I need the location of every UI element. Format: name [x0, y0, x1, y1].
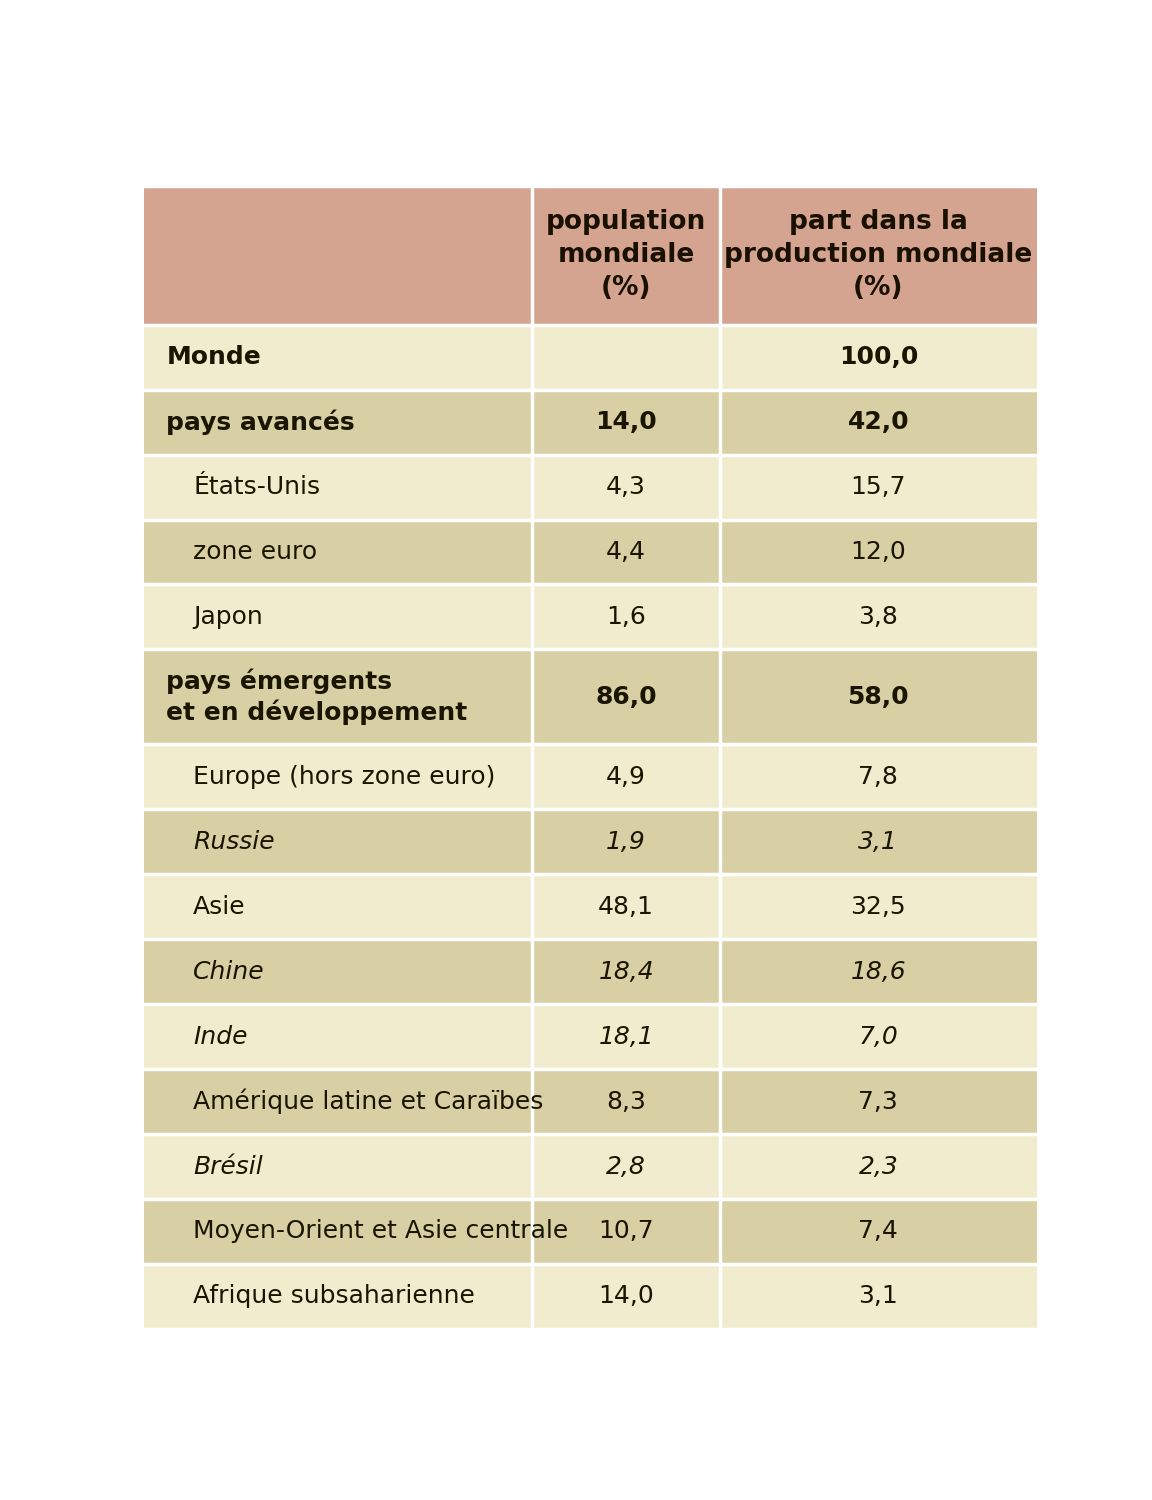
Text: 3,8: 3,8: [858, 604, 899, 628]
Text: 3,1: 3,1: [858, 1284, 899, 1308]
Bar: [720, 454, 1037, 519]
Text: Europe (hors zone euro): Europe (hors zone euro): [194, 765, 495, 789]
Bar: [720, 874, 1037, 939]
Bar: [532, 186, 720, 324]
Text: Chine: Chine: [194, 960, 265, 984]
Text: 18,1: 18,1: [598, 1024, 654, 1048]
Text: États-Unis: États-Unis: [194, 476, 320, 500]
Text: 8,3: 8,3: [606, 1089, 646, 1113]
Bar: [532, 939, 720, 1004]
Bar: [532, 744, 720, 810]
Bar: [532, 810, 720, 874]
Bar: [532, 519, 720, 585]
Bar: [144, 1134, 532, 1198]
Text: 7,4: 7,4: [858, 1220, 899, 1244]
Bar: [532, 324, 720, 390]
Bar: [144, 186, 532, 324]
Bar: [720, 324, 1037, 390]
Bar: [720, 1004, 1037, 1070]
Bar: [532, 585, 720, 650]
Text: 4,9: 4,9: [606, 765, 646, 789]
Text: 12,0: 12,0: [850, 540, 907, 564]
Text: population
mondiale
(%): population mondiale (%): [546, 210, 706, 302]
Text: 32,5: 32,5: [850, 896, 907, 920]
Text: Brésil: Brésil: [194, 1155, 263, 1179]
Bar: [720, 186, 1037, 324]
Text: Russie: Russie: [194, 830, 274, 854]
Text: 2,3: 2,3: [858, 1155, 899, 1179]
Bar: [532, 1070, 720, 1134]
Bar: [532, 1198, 720, 1264]
Text: pays émergents
et en développement: pays émergents et en développement: [166, 669, 468, 726]
Text: Japon: Japon: [194, 604, 263, 628]
Text: 3,1: 3,1: [858, 830, 899, 854]
Text: Afrique subsaharienne: Afrique subsaharienne: [194, 1284, 475, 1308]
Bar: [532, 1134, 720, 1198]
Text: 7,3: 7,3: [858, 1089, 899, 1113]
Text: 58,0: 58,0: [848, 686, 909, 709]
Bar: [144, 390, 532, 454]
Text: 15,7: 15,7: [850, 476, 907, 500]
Bar: [144, 1198, 532, 1264]
Text: 48,1: 48,1: [598, 896, 654, 920]
Bar: [144, 519, 532, 585]
Text: 7,8: 7,8: [858, 765, 899, 789]
Text: 42,0: 42,0: [848, 410, 909, 434]
Bar: [720, 744, 1037, 810]
Bar: [144, 650, 532, 744]
Bar: [144, 454, 532, 519]
Text: 100,0: 100,0: [839, 345, 918, 369]
Bar: [144, 1264, 532, 1329]
Bar: [720, 390, 1037, 454]
Bar: [720, 810, 1037, 874]
Bar: [144, 810, 532, 874]
Bar: [144, 1004, 532, 1070]
Text: 1,9: 1,9: [606, 830, 646, 854]
Bar: [144, 1070, 532, 1134]
Text: 18,6: 18,6: [850, 960, 907, 984]
Text: 14,0: 14,0: [596, 410, 657, 434]
Bar: [144, 324, 532, 390]
Bar: [144, 744, 532, 810]
Bar: [144, 585, 532, 650]
Text: 7,0: 7,0: [858, 1024, 899, 1048]
Text: 2,8: 2,8: [606, 1155, 646, 1179]
Bar: [532, 454, 720, 519]
Bar: [144, 874, 532, 939]
Text: 14,0: 14,0: [598, 1284, 654, 1308]
Bar: [532, 1004, 720, 1070]
Bar: [720, 1198, 1037, 1264]
Text: pays avancés: pays avancés: [166, 410, 355, 435]
Text: Asie: Asie: [194, 896, 245, 920]
Bar: [532, 390, 720, 454]
Bar: [532, 1264, 720, 1329]
Bar: [720, 1264, 1037, 1329]
Text: zone euro: zone euro: [194, 540, 317, 564]
Bar: [144, 939, 532, 1004]
Bar: [532, 874, 720, 939]
Text: Moyen-Orient et Asie centrale: Moyen-Orient et Asie centrale: [194, 1220, 568, 1244]
Text: 4,4: 4,4: [606, 540, 646, 564]
Text: 86,0: 86,0: [596, 686, 657, 709]
Text: Monde: Monde: [166, 345, 262, 369]
Bar: [720, 585, 1037, 650]
Text: part dans la
production mondiale
(%): part dans la production mondiale (%): [725, 210, 1032, 302]
Text: 10,7: 10,7: [598, 1220, 654, 1244]
Bar: [532, 650, 720, 744]
Text: 4,3: 4,3: [606, 476, 646, 500]
Text: 18,4: 18,4: [598, 960, 654, 984]
Bar: [720, 650, 1037, 744]
Text: Inde: Inde: [194, 1024, 248, 1048]
Text: Amérique latine et Caraïbes: Amérique latine et Caraïbes: [194, 1089, 544, 1114]
Bar: [720, 939, 1037, 1004]
Bar: [720, 1070, 1037, 1134]
Text: 1,6: 1,6: [606, 604, 646, 628]
Bar: [720, 1134, 1037, 1198]
Bar: [720, 519, 1037, 585]
